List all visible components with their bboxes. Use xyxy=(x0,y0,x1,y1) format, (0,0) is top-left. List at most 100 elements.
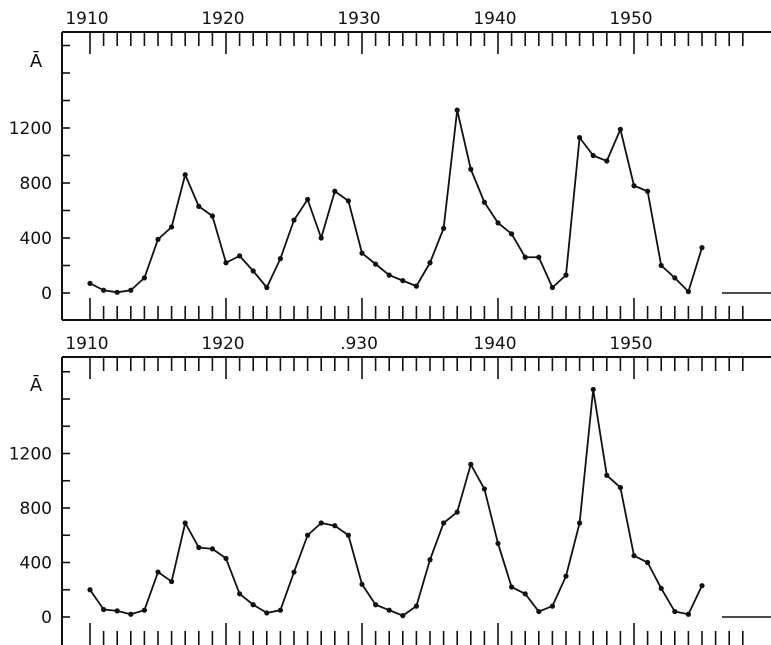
data-point xyxy=(155,236,161,242)
data-point xyxy=(645,188,651,194)
data-point xyxy=(169,224,175,230)
y-tick-label: 1200 xyxy=(9,445,52,465)
y-tick-label: 1200 xyxy=(9,119,52,139)
data-point xyxy=(400,278,406,284)
x-tick-label: 1940 xyxy=(473,334,516,354)
data-point xyxy=(345,532,351,538)
data-point xyxy=(509,584,515,590)
x-tick-label: 1920 xyxy=(201,334,244,354)
data-point xyxy=(277,607,283,613)
x-tick-label: 1910 xyxy=(65,334,108,354)
data-point xyxy=(536,608,542,615)
data-point xyxy=(672,608,678,615)
y-tick-label: 0 xyxy=(41,284,52,304)
data-point xyxy=(155,569,161,575)
data-point xyxy=(141,275,147,281)
chart-panel-2: 1910 1920 .930 1940 1950 0 400 800 1200 Ā xyxy=(9,334,771,645)
x-tick-label: 1930 xyxy=(337,9,380,29)
data-point xyxy=(563,272,569,278)
data-point xyxy=(400,613,406,619)
data-point xyxy=(481,199,487,205)
y-tick-label: 800 xyxy=(20,499,52,519)
data-point xyxy=(209,213,215,219)
data-point xyxy=(250,602,256,608)
data-point xyxy=(128,287,134,293)
data-point xyxy=(536,254,542,260)
data-point xyxy=(522,591,528,597)
data-point xyxy=(277,256,283,262)
data-point xyxy=(332,188,338,194)
data-point xyxy=(182,520,188,526)
data-point xyxy=(291,217,297,223)
data-point xyxy=(577,520,583,526)
data-point xyxy=(182,172,188,178)
x-tick-label: 1940 xyxy=(473,9,516,29)
data-point xyxy=(305,532,311,538)
data-point xyxy=(237,591,243,597)
x-tick-label: 1950 xyxy=(609,334,652,354)
data-point xyxy=(209,546,215,552)
data-point xyxy=(522,254,528,260)
y-tick-label: 0 xyxy=(41,608,52,628)
y-tick-label: 400 xyxy=(20,554,52,574)
data-point xyxy=(196,203,202,209)
data-point xyxy=(685,289,692,295)
x-tick-label: 1910 xyxy=(65,9,108,29)
data-point xyxy=(645,559,651,566)
data-point xyxy=(101,287,107,293)
x-tick-label: .930 xyxy=(340,334,378,354)
data-point xyxy=(604,158,610,164)
data-point xyxy=(549,284,556,291)
y-axis-label: Ā xyxy=(30,374,43,396)
data-point xyxy=(223,260,229,266)
data-point xyxy=(413,603,419,609)
data-point xyxy=(196,544,202,551)
data-point xyxy=(87,280,93,286)
data-point xyxy=(332,523,338,529)
data-point xyxy=(264,610,270,616)
data-point xyxy=(617,484,624,491)
data-point xyxy=(250,268,256,274)
data-point xyxy=(495,540,501,547)
data-point xyxy=(128,611,134,617)
data-point xyxy=(441,520,447,526)
data-point xyxy=(101,606,107,613)
data-point xyxy=(359,250,365,256)
x-tick-label: 1950 xyxy=(609,9,652,29)
data-point xyxy=(685,611,692,617)
series-line xyxy=(89,388,703,617)
data-point xyxy=(386,607,392,613)
series-line xyxy=(89,109,703,294)
data-point xyxy=(237,253,243,259)
data-point xyxy=(617,126,624,132)
y-tick-label: 800 xyxy=(20,174,52,194)
data-point xyxy=(454,107,460,113)
data-point xyxy=(169,578,175,585)
data-point xyxy=(114,289,120,295)
data-point xyxy=(454,509,460,515)
data-point xyxy=(441,225,447,231)
data-point xyxy=(631,553,637,559)
data-point xyxy=(468,461,474,467)
data-point xyxy=(373,602,379,608)
y-tick-label: 400 xyxy=(20,229,52,249)
data-point xyxy=(114,608,120,614)
data-point xyxy=(305,196,311,203)
data-point xyxy=(345,198,351,204)
data-point xyxy=(590,152,596,159)
data-point xyxy=(427,260,433,266)
data-point xyxy=(631,183,637,189)
data-point xyxy=(87,587,93,593)
data-point xyxy=(590,386,596,393)
data-point xyxy=(577,135,583,141)
data-point xyxy=(699,583,705,589)
data-point xyxy=(672,275,678,281)
data-point xyxy=(468,166,474,172)
data-point xyxy=(509,231,515,237)
x-tick-label: 1920 xyxy=(201,9,244,29)
data-point xyxy=(223,555,229,562)
data-point xyxy=(359,581,365,587)
data-point xyxy=(318,520,324,526)
data-point xyxy=(386,272,392,278)
